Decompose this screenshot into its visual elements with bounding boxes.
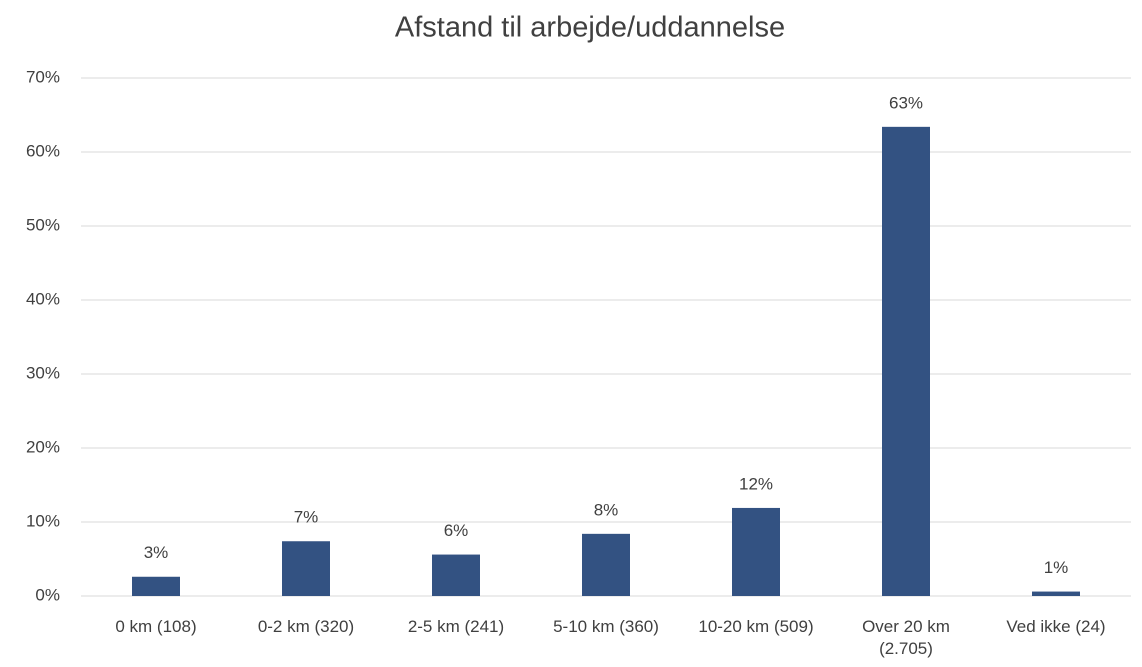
bar <box>432 554 480 596</box>
data-label: 1% <box>1044 558 1069 577</box>
data-label: 3% <box>144 543 169 562</box>
bar <box>882 126 930 596</box>
x-tick-label: 2-5 km (241) <box>407 617 505 636</box>
y-tick-label: 70% <box>26 67 60 86</box>
bar <box>282 541 330 596</box>
x-tick-label: 0 km (108) <box>115 617 197 636</box>
x-tick-label: 10-20 km (509) <box>698 617 814 636</box>
y-tick-label: 30% <box>26 363 60 382</box>
y-tick-label: 50% <box>26 215 60 234</box>
x-tick-label: 0-2 km (320) <box>257 617 355 636</box>
data-label: 7% <box>294 508 319 527</box>
y-tick-label: 60% <box>26 141 60 160</box>
chart-title: Afstand til arbejde/uddannelse <box>395 12 785 44</box>
x-tick-label: Over 20 km (2.705) <box>862 617 950 658</box>
bar <box>732 507 780 596</box>
y-tick-label: 20% <box>26 437 60 456</box>
y-tick-label: 40% <box>26 289 60 308</box>
y-tick-label: 10% <box>26 511 60 530</box>
data-label: 12% <box>739 474 773 493</box>
data-label: 63% <box>889 93 923 112</box>
x-tick-label: Ved ikke (24) <box>1006 617 1106 636</box>
y-tick-label: 0% <box>35 585 60 604</box>
bar <box>582 533 630 596</box>
bar <box>1032 591 1080 596</box>
x-tick-label: 5-10 km (360) <box>553 617 659 636</box>
data-label: 8% <box>594 500 619 519</box>
data-label: 6% <box>444 521 469 540</box>
bar <box>132 576 180 596</box>
